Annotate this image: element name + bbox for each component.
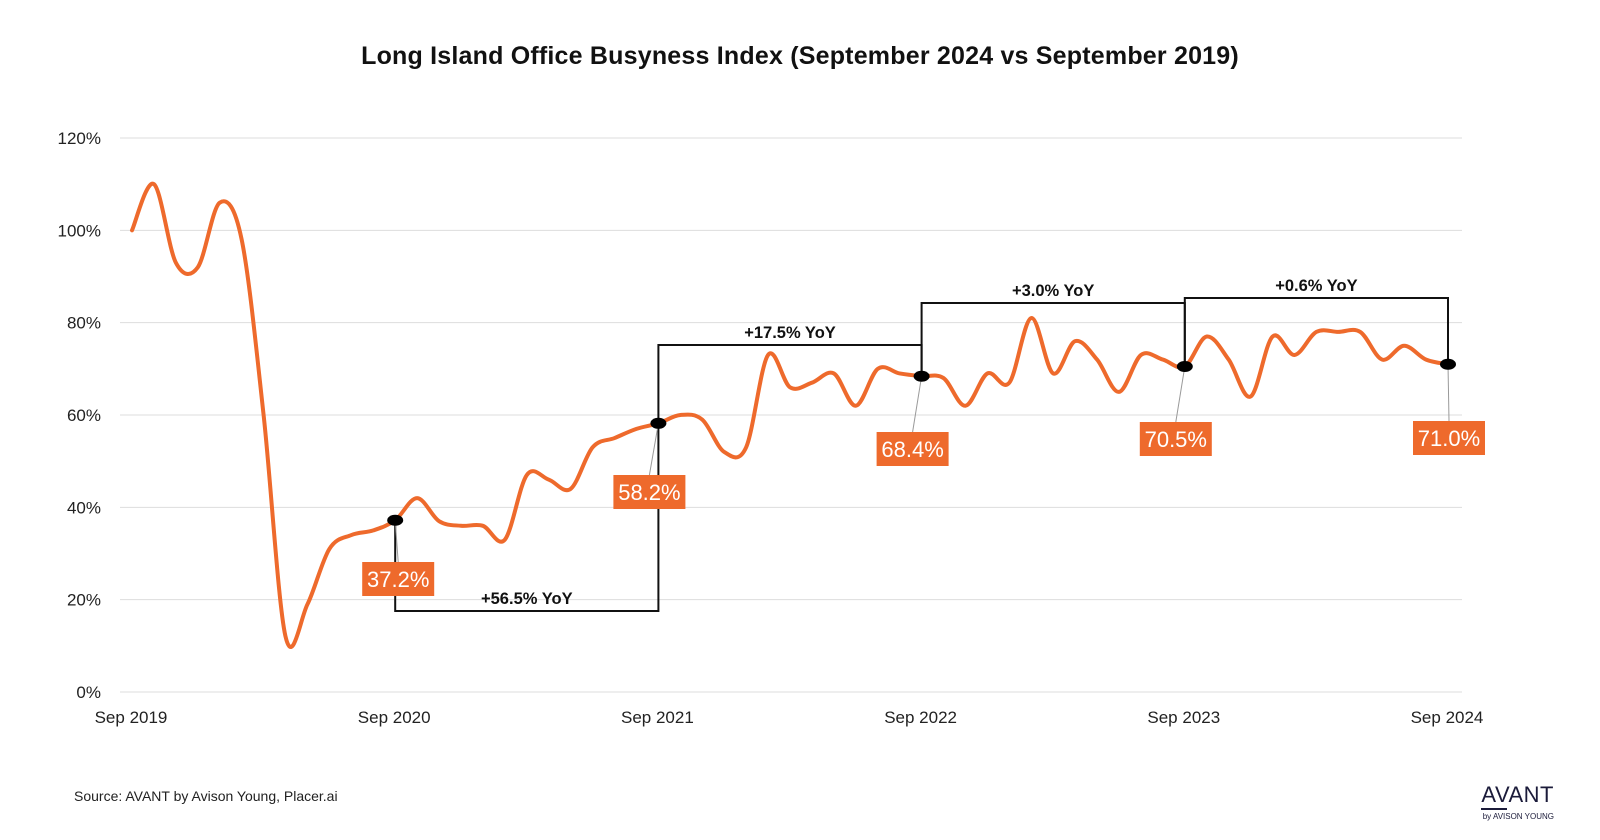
y-tick-label: 120% <box>58 129 101 148</box>
data-marker <box>1176 361 1193 373</box>
data-marker <box>913 370 930 382</box>
data-label: 37.2% <box>367 567 429 592</box>
yoy-annotation: +17.5% YoY <box>744 324 836 342</box>
avant-logo: AVANT by AVISON YOUNG <box>1481 784 1554 822</box>
data-labels: 37.2% 58.2% 68.4% 70.5% 71.0% <box>362 421 1485 596</box>
y-axis-tick-labels: 0% 20% 40% 60% 80% 100% 120% <box>58 129 101 702</box>
marker-leader-lines <box>394 364 1450 563</box>
data-label-box <box>1413 421 1485 455</box>
x-tick-label: Sep 2019 <box>95 708 168 727</box>
x-axis-tick-labels: Sep 2019 Sep 2020 Sep 2021 Sep 2022 Sep 2023… <box>95 708 1484 727</box>
x-tick-label: Sep 2020 <box>358 708 431 727</box>
y-tick-label: 100% <box>58 221 101 240</box>
leader-line <box>912 376 923 433</box>
y-tick-label: 60% <box>67 406 101 425</box>
data-label-box <box>1139 422 1212 456</box>
series-line <box>130 182 1450 649</box>
logo-subtitle: by AVISON YOUNG <box>1482 812 1554 821</box>
yoy-annotation: +56.5% YoY <box>481 590 573 608</box>
y-tick-label: 40% <box>67 498 101 517</box>
logo-underline <box>1481 808 1508 810</box>
data-label: 58.2% <box>618 480 680 505</box>
leader-line <box>648 423 659 476</box>
data-marker <box>387 514 404 526</box>
data-label-box <box>362 562 435 596</box>
yoy-annotation: +0.6% YoY <box>1275 277 1357 295</box>
leader-line <box>1175 366 1186 423</box>
data-label: 70.5% <box>1145 427 1207 452</box>
leader-line <box>394 520 399 563</box>
logo-wordmark: AVANT <box>1481 782 1554 807</box>
yoy-annotation: +3.0% YoY <box>1012 282 1094 300</box>
series-layer <box>130 182 1450 649</box>
data-label: 71.0% <box>1418 426 1480 451</box>
leader-line <box>1447 364 1450 422</box>
yoy-bracket <box>1183 297 1449 367</box>
y-tick-label: 20% <box>67 591 101 610</box>
chart-title: Long Island Office Busyness Index (Septe… <box>361 42 1239 70</box>
yoy-bracket <box>920 302 1186 377</box>
markers <box>387 358 1456 526</box>
gridlines <box>120 137 1462 693</box>
source-note: Source: AVANT by Avison Young, Placer.ai <box>74 788 338 804</box>
y-tick-label: 0% <box>76 683 101 702</box>
data-label: 68.4% <box>881 437 943 462</box>
x-tick-label: Sep 2022 <box>884 708 957 727</box>
x-tick-label: Sep 2023 <box>1147 708 1220 727</box>
data-marker <box>1440 358 1456 370</box>
x-tick-label: Sep 2024 <box>1411 708 1484 727</box>
data-label-box <box>613 475 686 509</box>
yoy-bracket <box>657 344 923 424</box>
y-tick-label: 80% <box>67 314 101 333</box>
data-label-box <box>876 432 949 466</box>
data-marker <box>650 417 667 429</box>
x-tick-label: Sep 2021 <box>621 708 694 727</box>
